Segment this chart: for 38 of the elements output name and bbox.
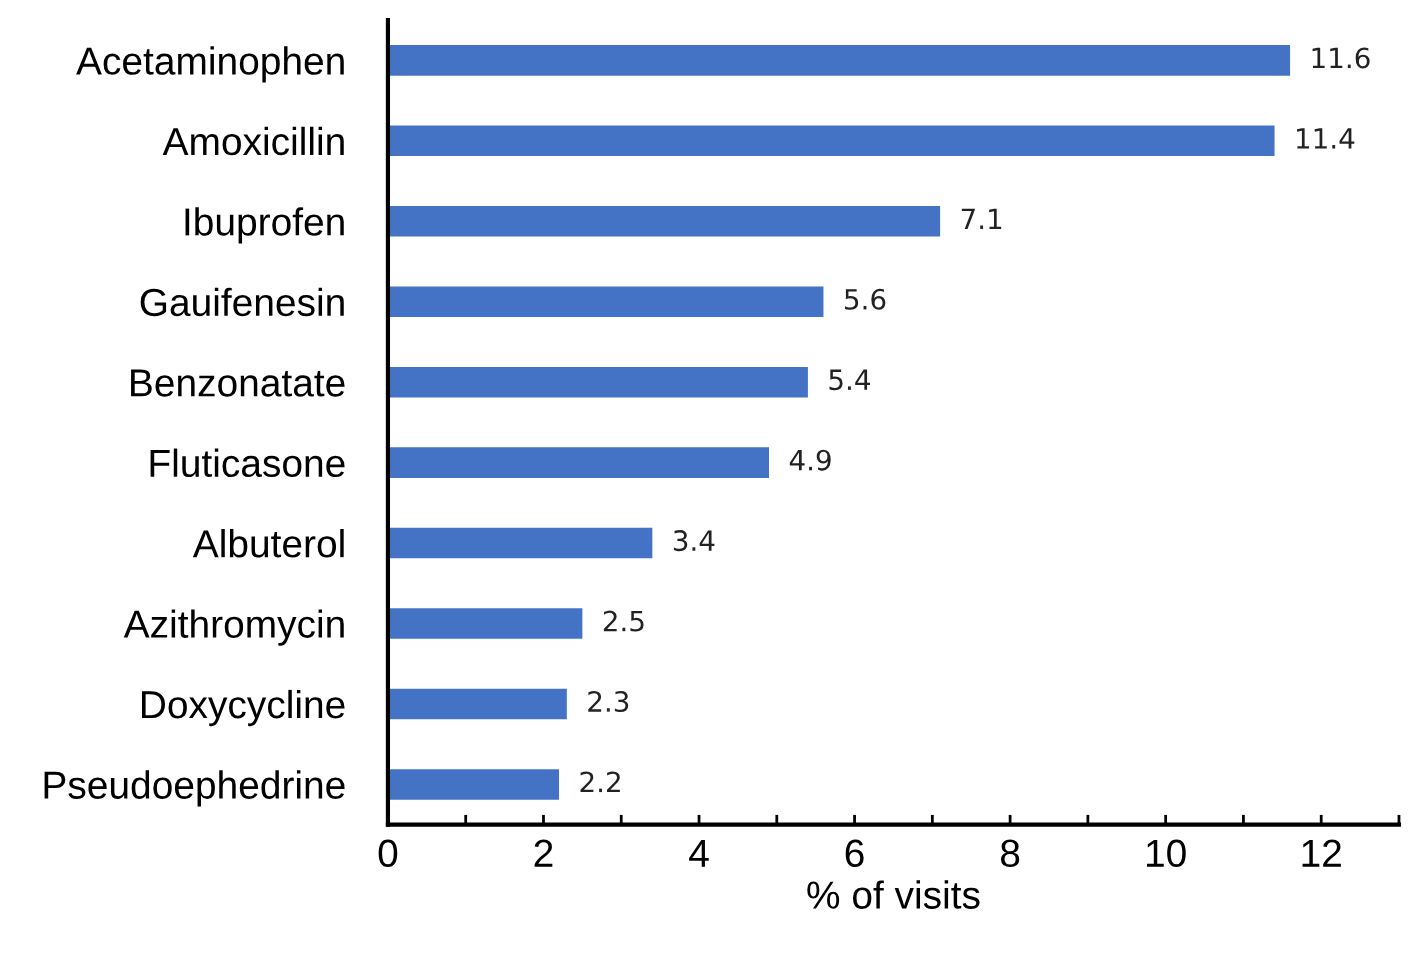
bar — [387, 45, 1291, 76]
bar — [387, 769, 560, 800]
bar — [387, 286, 824, 318]
y-tick-label: Amoxicillin — [162, 126, 344, 156]
y-tick-label: Albuterol — [192, 528, 344, 558]
bar — [387, 688, 567, 720]
data-label: 2.5 — [603, 610, 644, 632]
x-tick-label: 12 — [1302, 839, 1341, 867]
bar — [387, 125, 1275, 157]
y-tick-label: Acetaminophen — [76, 46, 344, 83]
x-tick-label: 4 — [689, 839, 709, 867]
x-axis-title: % of visits — [807, 880, 980, 909]
data-label: 11.6 — [1312, 47, 1370, 69]
data-label: 3.4 — [673, 530, 715, 552]
y-tick-label: Benzonatate — [131, 369, 345, 397]
y-tick-label: Fluticasone — [150, 448, 345, 478]
x-tick-label: 6 — [845, 839, 864, 868]
bar — [387, 366, 808, 398]
data-label: 11.4 — [1297, 128, 1355, 149]
y-tick-label: Doxycycline — [141, 689, 345, 727]
data-label: 5.6 — [845, 288, 886, 310]
y-tick-label: Gauifenesin — [140, 287, 344, 317]
data-label: 7.1 — [961, 208, 1002, 229]
x-tick-label: 10 — [1147, 839, 1186, 868]
x-tick-label: 8 — [1000, 839, 1020, 868]
y-tick-label: Azithromycin — [123, 609, 344, 646]
data-label: 2.3 — [588, 691, 629, 713]
data-label: 5.4 — [829, 369, 870, 391]
data-label: 2.2 — [580, 771, 620, 793]
bar — [387, 447, 770, 478]
x-tick-label: 0 — [378, 839, 398, 868]
bar — [387, 527, 653, 559]
bar — [387, 608, 583, 639]
data-label: 4.9 — [789, 449, 831, 471]
y-tick-label: Pseudoephedrine — [44, 770, 345, 807]
bar — [387, 205, 941, 237]
y-tick-label: Ibuprofen — [185, 207, 344, 244]
x-tick-label: 2 — [534, 839, 553, 867]
